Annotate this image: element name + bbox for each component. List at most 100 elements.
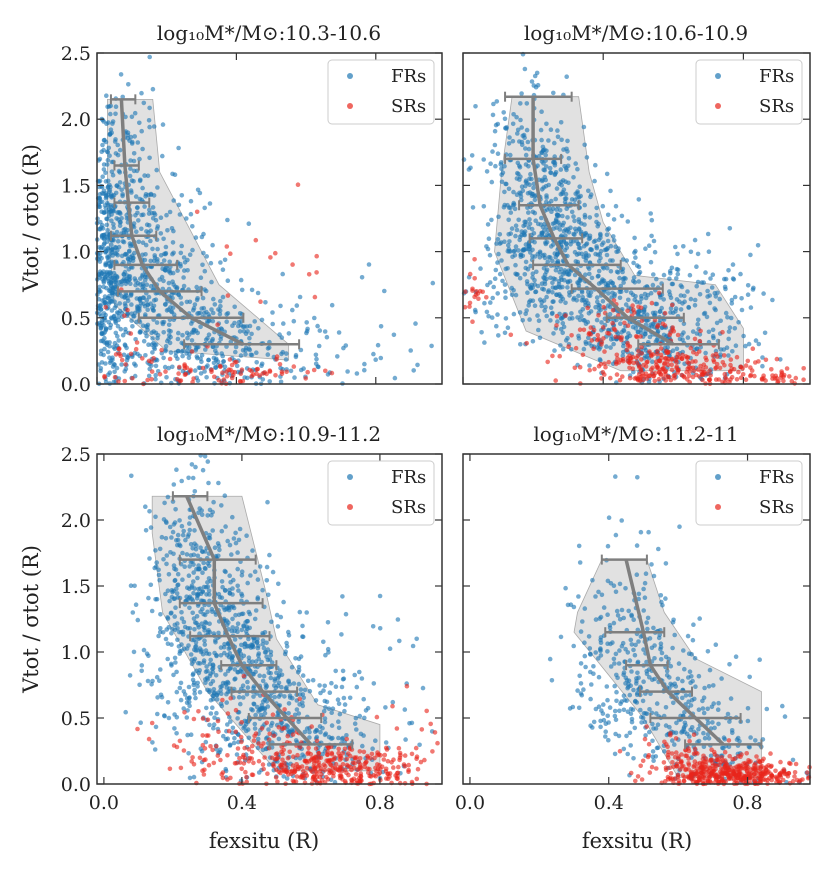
point-frs: [559, 233, 564, 238]
legend-marker-frs: [347, 73, 353, 79]
point-frs: [378, 355, 384, 361]
point-frs: [264, 683, 270, 689]
point-frs: [182, 268, 187, 273]
point-frs: [632, 297, 637, 303]
point-frs: [218, 303, 223, 309]
point-srs: [264, 720, 270, 726]
point-frs: [492, 142, 498, 148]
point-frs: [109, 218, 114, 223]
point-frs: [354, 371, 360, 376]
point-srs: [671, 328, 677, 334]
point-srs: [415, 766, 421, 772]
point-srs: [174, 744, 180, 750]
point-frs: [195, 187, 201, 193]
point-frs: [113, 104, 119, 109]
point-srs: [601, 336, 606, 341]
point-frs: [265, 499, 270, 505]
point-srs: [270, 712, 276, 717]
point-frs: [286, 331, 292, 336]
point-frs: [535, 163, 540, 168]
point-frs: [542, 275, 547, 281]
point-frs: [117, 170, 123, 175]
point-frs: [174, 586, 179, 592]
point-srs: [508, 332, 514, 338]
point-srs: [322, 763, 328, 769]
point-frs: [165, 700, 171, 705]
point-frs: [634, 263, 640, 268]
point-frs: [635, 475, 640, 480]
point-frs: [668, 310, 673, 315]
point-srs: [648, 367, 654, 372]
point-frs: [651, 238, 657, 244]
point-frs: [199, 648, 204, 653]
point-frs: [569, 209, 575, 215]
point-srs: [759, 377, 765, 382]
point-srs: [649, 300, 655, 306]
point-frs: [300, 634, 305, 639]
point-frs: [101, 147, 106, 153]
point-srs: [738, 375, 744, 381]
point-frs: [173, 605, 178, 610]
point-frs: [260, 377, 266, 382]
point-frs: [636, 271, 642, 277]
point-frs: [107, 325, 113, 331]
point-srs: [276, 725, 282, 730]
point-srs: [685, 355, 691, 360]
point-frs: [547, 656, 553, 662]
point-frs: [190, 224, 195, 229]
point-frs: [98, 366, 104, 371]
point-frs: [158, 667, 163, 672]
point-srs: [216, 377, 222, 383]
point-frs: [608, 345, 613, 350]
point-frs: [614, 689, 619, 695]
legend-label-frs: FRs: [759, 66, 794, 87]
point-frs: [583, 341, 589, 347]
point-frs: [340, 668, 346, 674]
point-frs: [106, 319, 112, 325]
point-frs: [712, 306, 717, 311]
point-frs: [611, 656, 617, 662]
point-srs: [635, 353, 641, 359]
point-frs: [156, 633, 161, 639]
point-frs: [251, 701, 256, 707]
point-frs: [527, 182, 532, 188]
point-srs: [654, 351, 660, 357]
point-frs: [244, 324, 250, 329]
panel-top-left: log₁₀M*/M⊙:10.3-10.6 0.00.51.01.52.02.5 …: [19, 21, 443, 396]
point-srs: [337, 768, 342, 774]
point-frs: [243, 351, 248, 357]
point-frs: [223, 672, 228, 677]
point-frs: [529, 226, 535, 232]
point-srs: [617, 335, 622, 340]
point-frs: [651, 625, 656, 631]
point-frs: [586, 293, 591, 298]
point-frs: [169, 631, 174, 636]
point-srs: [627, 353, 632, 359]
point-frs: [245, 618, 250, 624]
point-frs: [511, 112, 516, 117]
point-frs: [625, 219, 631, 224]
point-frs: [706, 329, 712, 335]
point-frs: [552, 163, 558, 168]
point-frs: [187, 605, 192, 611]
point-frs: [336, 725, 342, 731]
point-frs: [264, 564, 270, 570]
point-srs: [344, 770, 349, 776]
point-frs: [541, 287, 547, 292]
point-frs: [738, 271, 743, 277]
point-frs: [493, 267, 499, 273]
point-srs: [229, 362, 235, 368]
point-frs: [120, 94, 125, 100]
point-frs: [220, 267, 226, 273]
point-frs: [175, 532, 181, 538]
point-frs: [494, 241, 499, 246]
point-frs: [181, 706, 186, 711]
point-frs: [150, 205, 156, 210]
point-frs: [172, 596, 178, 601]
point-srs: [698, 328, 703, 334]
point-frs: [192, 302, 198, 307]
point-frs: [107, 370, 113, 376]
point-frs: [117, 223, 123, 228]
point-frs: [732, 294, 738, 300]
point-srs: [218, 364, 223, 370]
